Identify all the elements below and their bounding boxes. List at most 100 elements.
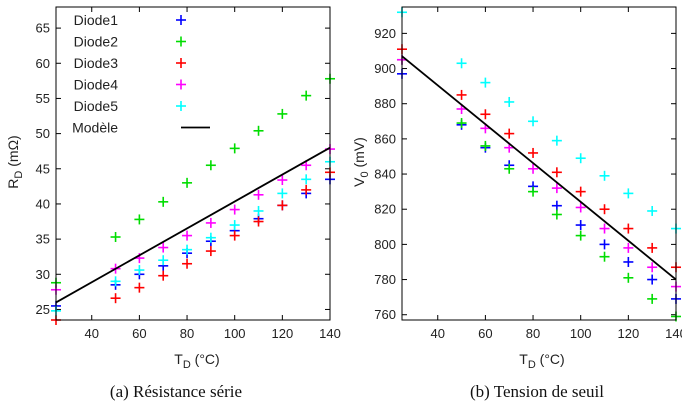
y-tick-label: 40: [36, 196, 50, 211]
series-diode3: [51, 167, 335, 325]
data-point: [647, 274, 658, 285]
chart-resistance-serie: 40 60 80 100 120 140253035404550556065Diode1D…: [5, 6, 341, 401]
data-point: [205, 232, 216, 243]
x-axis-label-sub: D: [183, 359, 191, 371]
data-point: [182, 258, 193, 269]
data-point: [277, 175, 288, 186]
y-axis-label-unit: (mΩ): [5, 135, 21, 170]
data-point: [599, 170, 610, 181]
series-modèle: [55, 146, 331, 304]
x-tick-label: 120: [617, 326, 639, 341]
series-diode5: [51, 156, 335, 316]
series-modèle: [401, 55, 677, 281]
data-point: [623, 188, 634, 199]
data-point: [504, 96, 515, 107]
model-line: [55, 146, 331, 304]
x-tick-label: 80: [526, 326, 540, 341]
data-point: [551, 183, 562, 194]
data-point: [456, 58, 467, 69]
series-diode3: [397, 44, 681, 273]
x-tick-label: 120: [271, 326, 293, 341]
data-point: [575, 153, 586, 164]
data-point: [599, 239, 610, 250]
y-tick-label: 860: [374, 131, 396, 146]
x-tick-label: 60: [132, 326, 146, 341]
data-point: [134, 265, 145, 276]
x-axis-label-main: T: [519, 351, 528, 367]
plot-frame: [401, 6, 677, 321]
x-tick-label: 40: [431, 326, 445, 341]
y-axis-label-sub: D: [13, 171, 25, 179]
x-tick-label: 60: [478, 326, 492, 341]
y-axis-label-main: V: [351, 177, 367, 187]
data-point: [599, 204, 610, 215]
data-point: [229, 230, 240, 241]
data-point: [158, 242, 169, 253]
model-line: [401, 55, 677, 281]
data-point: [277, 108, 288, 119]
y-tick-label: 800: [374, 237, 396, 252]
data-point: [480, 140, 491, 151]
y-tick-label: 30: [36, 267, 50, 282]
data-point: [647, 205, 658, 216]
x-tick-label: 100: [224, 326, 246, 341]
y-tick-label: 920: [374, 26, 396, 41]
data-point: [110, 232, 121, 243]
data-point: [229, 143, 240, 154]
y-tick-label: 50: [36, 126, 50, 141]
x-axis-label: TD (°C): [174, 351, 219, 371]
data-point: [647, 242, 658, 253]
data-point: [623, 223, 634, 234]
data-point: [182, 244, 193, 255]
data-point: [110, 276, 121, 287]
series-diode1: [397, 68, 681, 304]
x-axis-label-unit: (°C): [191, 351, 220, 367]
data-point: [205, 160, 216, 171]
figure-caption: (a) Résistance série: [110, 382, 242, 401]
data-point: [528, 147, 539, 158]
legend-label: Diode1: [74, 12, 119, 28]
y-tick-label: 760: [374, 307, 396, 322]
y-axis-label-unit: (mV): [351, 137, 367, 171]
data-point: [253, 189, 264, 200]
data-point: [647, 293, 658, 304]
data-point: [528, 186, 539, 197]
data-point: [253, 216, 264, 227]
data-point: [480, 109, 491, 120]
x-axis-label-main: T: [174, 351, 183, 367]
series-diode4: [51, 144, 335, 295]
data-point: [623, 256, 634, 267]
y-tick-label: 65: [36, 21, 50, 36]
x-tick-label: 100: [570, 326, 592, 341]
x-axis-label-unit: (°C): [536, 351, 565, 367]
data-point: [182, 177, 193, 188]
data-point: [253, 205, 264, 216]
data-point: [575, 230, 586, 241]
y-axis-label: V0 (mV): [351, 137, 371, 187]
series-diode5: [397, 7, 681, 234]
data-point: [456, 118, 467, 129]
y-tick-label: 55: [36, 91, 50, 106]
data-point: [158, 196, 169, 207]
data-point: [551, 200, 562, 211]
data-point: [551, 167, 562, 178]
x-axis-label: TD (°C): [519, 351, 564, 371]
y-axis-label-sub: 0: [359, 171, 371, 177]
series-diode2: [397, 54, 681, 322]
data-point: [277, 188, 288, 199]
y-axis-label: RD (mΩ): [5, 135, 25, 188]
data-point: [528, 163, 539, 174]
figure-caption: (b) Tension de seuil: [470, 382, 604, 401]
data-point: [599, 223, 610, 234]
y-tick-label: 60: [36, 56, 50, 71]
series-diode4: [397, 54, 681, 292]
y-tick-label: 900: [374, 61, 396, 76]
data-point: [456, 89, 467, 100]
data-point: [134, 282, 145, 293]
data-point: [623, 272, 634, 283]
y-axis-label-main: R: [5, 179, 21, 189]
y-tick-label: 45: [36, 161, 50, 176]
legend-label: Diode3: [74, 55, 119, 71]
y-tick-label: 840: [374, 167, 396, 182]
